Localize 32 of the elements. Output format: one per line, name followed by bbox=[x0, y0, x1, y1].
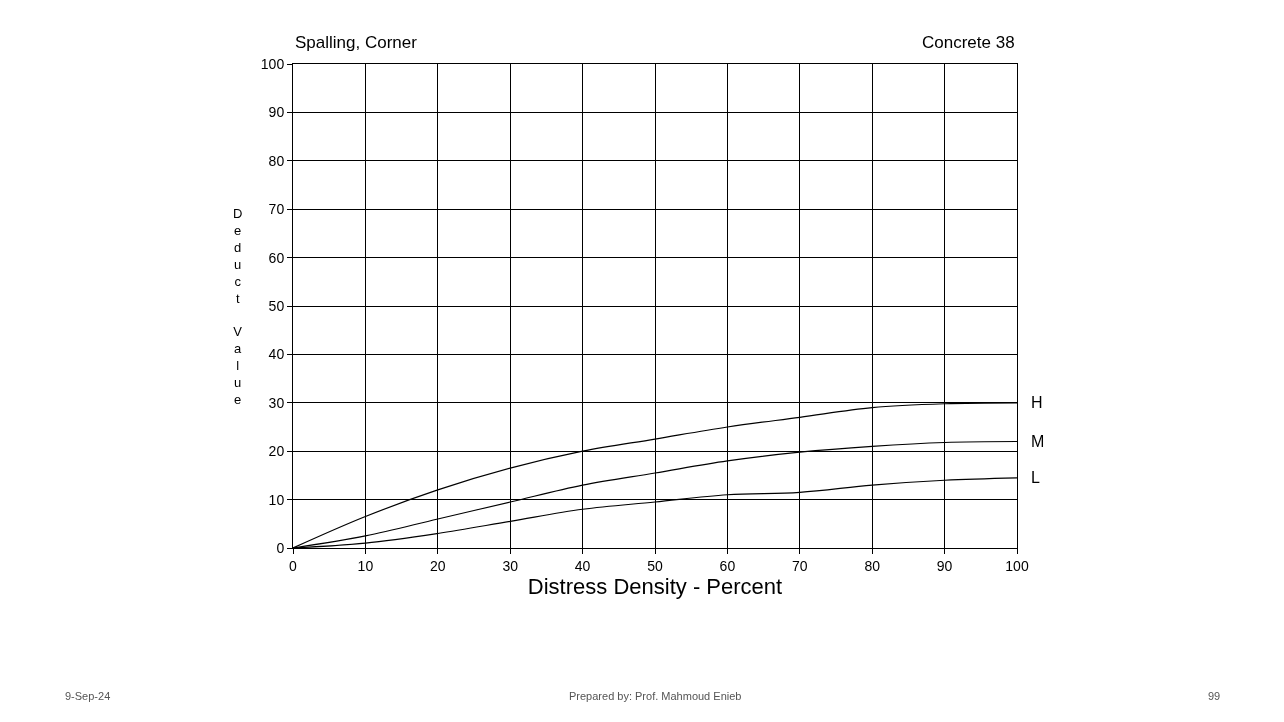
y-tick-label: 30 bbox=[268, 394, 285, 411]
series-label: H bbox=[1031, 394, 1043, 411]
x-tick-label: 30 bbox=[502, 557, 519, 574]
y-tick-label: 60 bbox=[268, 249, 285, 266]
x-tick-label: 10 bbox=[357, 557, 374, 574]
x-tick-label: 60 bbox=[719, 557, 736, 574]
y-tick-label: 80 bbox=[268, 152, 285, 169]
x-tick-label: 100 bbox=[1005, 557, 1029, 574]
x-tick-label: 80 bbox=[864, 557, 881, 574]
x-tick-label: 0 bbox=[289, 557, 298, 574]
chart-subtitle: Concrete 38 bbox=[922, 33, 1015, 52]
y-tick-label: 50 bbox=[268, 297, 285, 314]
chart-title: Spalling, Corner bbox=[295, 33, 418, 52]
y-tick-label: 20 bbox=[268, 443, 285, 460]
series-label: M bbox=[1031, 433, 1045, 450]
text: 9-Sep-24 bbox=[65, 690, 111, 702]
y-tick-label: 0 bbox=[276, 539, 285, 556]
y-tick-label: 70 bbox=[268, 201, 285, 218]
text: Deduct Value bbox=[233, 206, 243, 407]
text: 99 bbox=[1208, 690, 1221, 702]
x-tick-label: 50 bbox=[647, 557, 663, 574]
x-tick-label: 20 bbox=[430, 557, 446, 574]
x-tick-label: 90 bbox=[936, 557, 953, 574]
y-tick-label: 40 bbox=[268, 346, 285, 363]
y-tick-label: 90 bbox=[268, 104, 285, 121]
y-tick-label: 10 bbox=[268, 491, 285, 508]
text: Prepared by: Prof. Mahmoud Enieb bbox=[569, 690, 742, 702]
x-tick-label: 40 bbox=[574, 557, 591, 574]
y-tick-label: 100 bbox=[260, 55, 285, 72]
x-axis-title: Distress Density - Percent bbox=[527, 573, 783, 599]
x-tick-label: 70 bbox=[792, 557, 808, 574]
series-label: L bbox=[1031, 469, 1040, 486]
